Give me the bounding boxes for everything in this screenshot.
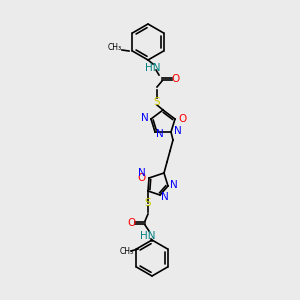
Text: N: N [138,168,146,178]
Text: O: O [172,74,180,84]
Text: N: N [156,129,164,139]
Text: S: S [154,97,160,107]
Text: O: O [178,114,186,124]
Text: N: N [170,180,178,190]
Text: HN: HN [145,63,161,73]
Text: CH₃: CH₃ [108,44,122,52]
Text: CH₃: CH₃ [120,248,134,256]
Text: O: O [127,218,135,228]
Text: N: N [161,192,169,202]
Text: N: N [174,126,182,136]
Text: S: S [145,198,151,208]
Text: N: N [141,113,149,123]
Text: O: O [138,173,146,183]
Text: HN: HN [140,231,156,241]
